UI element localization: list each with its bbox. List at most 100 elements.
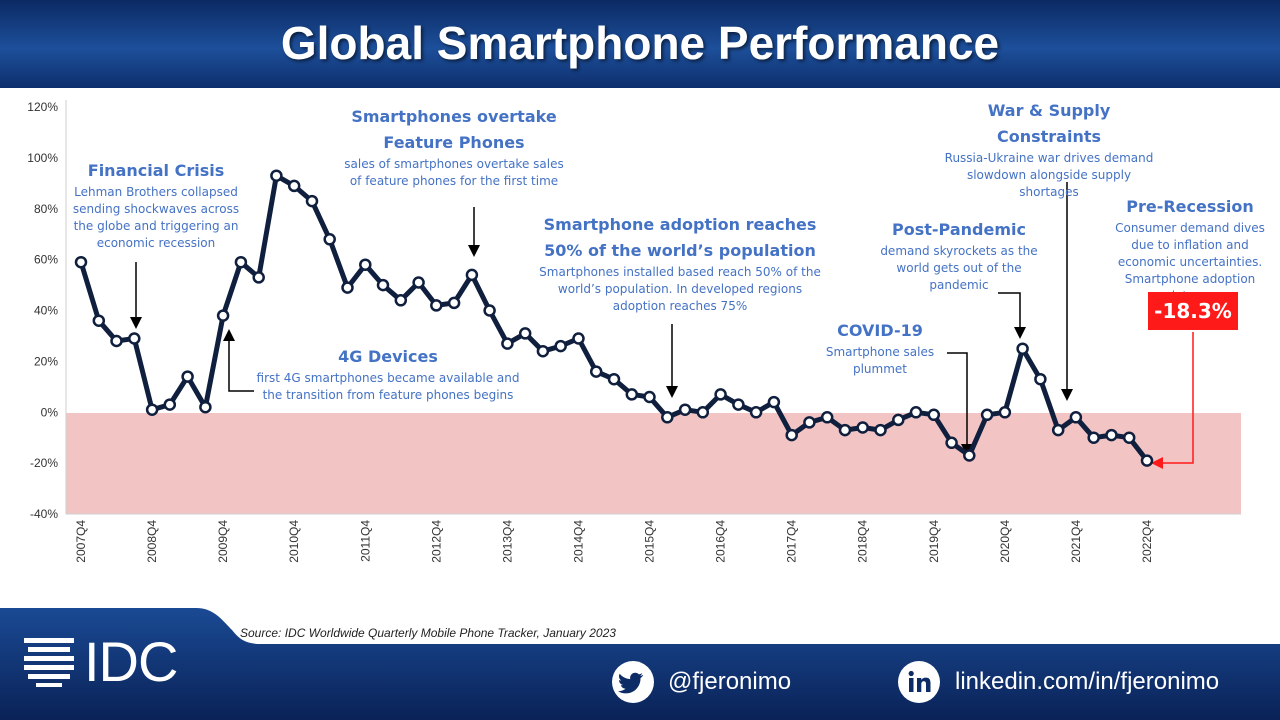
data-point: [465, 268, 479, 282]
y-tick-label: 40%: [34, 304, 58, 318]
twitter-bird-icon[interactable]: [612, 661, 654, 703]
annotation-pre-recession: Pre-Recession Consumer demand dives due …: [1102, 194, 1278, 305]
data-point: [785, 428, 798, 442]
linkedin-in-icon[interactable]: [898, 661, 940, 703]
data-point: [394, 294, 408, 307]
data-point: [110, 334, 123, 348]
annotation-heading: War & Supply Constraints: [987, 101, 1111, 146]
x-tick-label: 2007Q4: [74, 520, 88, 563]
data-point: [607, 372, 621, 386]
x-tick-label: 2014Q4: [571, 520, 585, 563]
annotation-body: first 4G smartphones became available an…: [256, 371, 520, 402]
data-point: [589, 365, 603, 378]
data-point: [359, 258, 372, 271]
linkedin-url[interactable]: linkedin.com/in/fjeronimo: [955, 668, 1220, 695]
annotation-body: sales of smartphones overtake sales of f…: [344, 157, 564, 188]
data-point: [874, 423, 887, 437]
data-point: [980, 408, 994, 422]
idc-logo: IDC: [84, 630, 178, 693]
line-chart: 120%100%80%60%40%20%0%-20%-40% 2007Q4 200…: [27, 100, 1241, 563]
x-tick-label: 2021Q4: [1069, 520, 1083, 563]
data-point: [412, 276, 425, 289]
data-point: [518, 327, 532, 340]
data-point: [661, 411, 674, 424]
arrow-callout: [1151, 332, 1194, 469]
annotation-heading: Pre-Recession: [1126, 197, 1254, 216]
y-tick-label: 0%: [41, 405, 59, 419]
data-point: [234, 255, 248, 269]
annotation-covid: COVID-19 Smartphone sales plummet: [816, 318, 944, 378]
x-axis-ticks: 2007Q4 2008Q4 2009Q4 2010Q4 2011Q4 2012Q4 2013…: [74, 520, 1154, 563]
annotation-heading: Smartphones overtake Feature Phones: [351, 107, 557, 152]
data-point: [1140, 454, 1154, 467]
data-point: [128, 332, 141, 345]
y-axis-ticks: 120% 100% 80% 60% 40% 20% 0% -20% -40%: [27, 100, 58, 521]
x-tick-label: 2010Q4: [287, 520, 301, 563]
data-point: [803, 416, 816, 429]
data-point: [252, 271, 265, 284]
x-tick-label: 2016Q4: [714, 520, 728, 563]
x-tick-label: 2022Q4: [1140, 520, 1154, 563]
data-point: [909, 406, 923, 419]
data-point: [714, 388, 727, 401]
data-point: [643, 390, 656, 404]
annotation-heading: Financial Crisis: [87, 161, 225, 180]
arrow-post-pandemic: [998, 292, 1026, 339]
data-point: [483, 304, 496, 317]
x-tick-label: 2019Q4: [927, 520, 941, 563]
data-point: [1051, 423, 1065, 437]
data-point: [447, 296, 461, 310]
arrow-covid: [947, 352, 973, 456]
annotation-body: Smartphones installed based reach 50% of…: [539, 265, 821, 313]
data-point: [287, 179, 301, 193]
data-point: [927, 408, 941, 422]
data-point: [892, 413, 905, 427]
y-tick-label: 20%: [34, 354, 58, 368]
data-point: [625, 388, 639, 401]
negative-region: [66, 413, 1241, 514]
data-point: [323, 233, 336, 246]
data-point: [1105, 428, 1118, 442]
annotation-post-pandemic: Post-Pandemic demand skyrockets as the w…: [874, 217, 1044, 294]
data-point: [430, 299, 443, 312]
y-tick-label: 120%: [27, 100, 58, 114]
data-point: [145, 403, 159, 416]
data-point: [163, 398, 177, 411]
data-point: [554, 339, 567, 353]
data-point: [696, 406, 710, 419]
annotation-overtake: Smartphones overtake Feature Phones sale…: [340, 104, 568, 190]
data-point: [572, 332, 585, 345]
annotation-body: demand skyrockets as the world gets out …: [880, 244, 1038, 292]
arrow-4g-devices: [223, 329, 254, 392]
y-tick-label: 80%: [34, 202, 58, 216]
annotation-4g-devices: 4G Devices first 4G smartphones became a…: [250, 344, 526, 404]
data-point: [270, 169, 283, 182]
data-point: [1122, 431, 1136, 444]
annotation-body: Lehman Brothers collapsed sending shockw…: [72, 185, 240, 250]
data-point: [838, 423, 852, 437]
annotation-arrows: [130, 182, 1194, 469]
title-banner: [0, 0, 1280, 88]
x-tick-label: 2020Q4: [998, 520, 1012, 563]
data-point: [501, 337, 514, 350]
data-point: [92, 314, 106, 327]
data-points: [74, 169, 1154, 467]
data-point: [1034, 372, 1047, 386]
x-tick-label: 2013Q4: [500, 520, 514, 563]
data-point: [998, 406, 1012, 419]
data-point: [1087, 431, 1100, 444]
annotation-war: War & Supply Constraints Russia-Ukraine …: [944, 98, 1154, 201]
data-point: [945, 436, 958, 450]
annotation-heading: 4G Devices: [338, 347, 438, 366]
data-point: [199, 400, 212, 414]
y-tick-label: 60%: [34, 253, 58, 267]
annotation-heading: COVID-19: [837, 321, 923, 340]
twitter-handle[interactable]: @fjeronimo: [668, 668, 792, 695]
page-title: Global Smartphone Performance: [280, 17, 1000, 69]
y-tick-label: -20%: [30, 456, 58, 470]
data-point: [1016, 342, 1029, 355]
data-point: [732, 398, 745, 411]
data-point: [1069, 411, 1083, 424]
data-point: [767, 395, 781, 409]
x-tick-label: 2018Q4: [856, 520, 870, 563]
